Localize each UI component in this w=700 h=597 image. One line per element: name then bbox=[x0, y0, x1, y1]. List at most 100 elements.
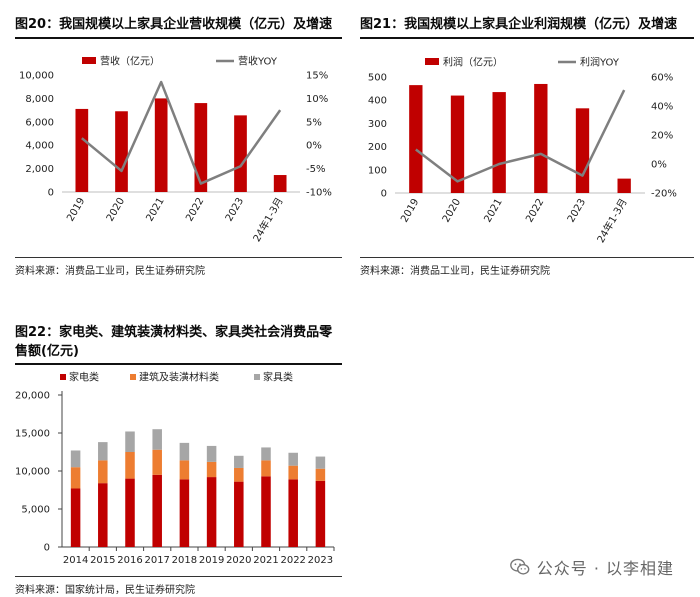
x-tick-label: 2023 bbox=[566, 197, 588, 225]
bar-segment bbox=[261, 447, 271, 461]
y-tick-label: 10,000 bbox=[15, 467, 50, 478]
y-tick-label: 15,000 bbox=[15, 429, 50, 440]
y2-tick-label: 15% bbox=[306, 71, 328, 82]
x-tick-label: 2021 bbox=[483, 197, 505, 225]
x-tick-label: 2018 bbox=[172, 555, 197, 566]
x-tick-label: 24年1-3月 bbox=[250, 195, 286, 244]
x-tick-label: 2016 bbox=[117, 555, 142, 566]
bar-segment bbox=[70, 488, 81, 547]
bar-segment bbox=[179, 442, 190, 461]
legend-label: 家具类 bbox=[263, 371, 293, 384]
y-tick-label: 5,000 bbox=[21, 505, 50, 516]
y-tick-label: 20,000 bbox=[15, 391, 50, 402]
bar bbox=[617, 178, 631, 193]
title-rule bbox=[360, 37, 694, 39]
panel-title: 图22：家电类、建筑装潢材料类、家具类社会消费品零售额(亿元) bbox=[15, 325, 333, 359]
x-tick-label: 2023 bbox=[224, 196, 246, 224]
x-tick-label: 2021 bbox=[253, 555, 278, 566]
revenue-chart: 营收（亿元） 营收YOY 0 2,000 4,000 6,000 8,000 10,000 -1… bbox=[19, 55, 332, 244]
legend-swatch bbox=[254, 374, 260, 380]
y-tick-label: 0 bbox=[381, 189, 387, 200]
bar-segment bbox=[179, 460, 190, 480]
bar bbox=[154, 98, 168, 192]
x-tick-label: 2020 bbox=[226, 555, 251, 566]
source-note: 资料来源：消费品工业司，民生证券研究院 bbox=[15, 266, 205, 277]
bar-segment bbox=[98, 460, 108, 484]
y-tick-label: 0 bbox=[48, 188, 54, 199]
bar-segment bbox=[234, 467, 244, 482]
source-rule bbox=[360, 257, 694, 258]
bar-segment bbox=[234, 481, 244, 547]
y-tick-label: 200 bbox=[368, 142, 387, 153]
legend-label: 营收YOY bbox=[238, 55, 278, 68]
yoy-line bbox=[415, 89, 626, 183]
bar bbox=[492, 92, 506, 193]
y-tick-label: 10,000 bbox=[19, 71, 54, 82]
x-tick-label: 2015 bbox=[90, 555, 115, 566]
source-note: 资料来源：国家统计局，民生证券研究院 bbox=[15, 585, 195, 596]
source-note: 资料来源：消费品工业司，民生证券研究院 bbox=[360, 266, 550, 277]
x-tick-label: 2020 bbox=[105, 196, 127, 224]
bar-segment bbox=[70, 450, 81, 468]
bar-segment bbox=[206, 461, 217, 478]
bar-segment bbox=[125, 431, 135, 452]
y-tick-label: 100 bbox=[368, 165, 387, 176]
panel-title: 图21：我国规模以上家具企业利润规模（亿元）及增速 bbox=[360, 17, 678, 32]
y2-tick-label: 10% bbox=[306, 94, 328, 105]
x-tick-label: 2019 bbox=[199, 555, 224, 566]
x-tick-label: 2020 bbox=[441, 197, 463, 225]
y-tick-label: 300 bbox=[368, 119, 387, 130]
legend-swatch bbox=[82, 57, 96, 64]
x-tick-label: 2019 bbox=[65, 196, 87, 224]
y2-tick-label: -5% bbox=[306, 164, 325, 175]
title-rule bbox=[15, 363, 342, 365]
x-tick-label: 2019 bbox=[399, 197, 421, 225]
legend-label: 建筑及装潢材料类 bbox=[139, 371, 219, 384]
bar bbox=[534, 83, 548, 193]
panel-profit: 图21：我国规模以上家具企业利润规模（亿元）及增速 利润（亿元） 利润YOY 0 10… bbox=[345, 0, 700, 300]
watermark-text: 公众号 · 以李相建 bbox=[536, 559, 674, 578]
x-tick-label: 2022 bbox=[184, 196, 206, 224]
bar bbox=[115, 111, 128, 192]
bar-segment bbox=[98, 442, 108, 461]
bar-segment bbox=[125, 478, 135, 547]
y2-tick-label: 0% bbox=[651, 160, 667, 171]
legend-label: 利润YOY bbox=[580, 56, 620, 69]
yoy-line bbox=[81, 80, 282, 185]
y2-tick-label: 40% bbox=[651, 102, 673, 113]
x-tick-label: 2022 bbox=[280, 555, 305, 566]
bar-segment bbox=[206, 477, 217, 547]
bar-segment bbox=[98, 483, 108, 547]
bar-segment bbox=[288, 452, 298, 466]
bar-segment bbox=[261, 476, 271, 547]
y2-tick-label: 0% bbox=[306, 141, 322, 152]
bar-segment bbox=[152, 449, 162, 475]
x-tick-label: 2017 bbox=[144, 555, 169, 566]
y2-tick-label: -10% bbox=[306, 188, 332, 199]
bar-segment bbox=[315, 468, 326, 481]
watermark: 公众号 · 以李相建 bbox=[509, 555, 674, 579]
bar bbox=[234, 115, 247, 192]
y2-tick-label: -20% bbox=[651, 189, 677, 200]
y-tick-label: 6,000 bbox=[25, 117, 54, 128]
bar-segment bbox=[261, 460, 271, 477]
y-tick-label: 2,000 bbox=[25, 164, 54, 175]
bar bbox=[409, 85, 423, 193]
wechat-icon bbox=[509, 558, 530, 575]
source-rule bbox=[15, 257, 342, 258]
x-tick-label: 2023 bbox=[308, 555, 333, 566]
legend-label: 营收（亿元） bbox=[100, 55, 160, 68]
y-tick-label: 4,000 bbox=[25, 141, 54, 152]
bar-segment bbox=[315, 480, 326, 547]
x-tick-label: 2014 bbox=[63, 555, 88, 566]
bar-segment bbox=[315, 456, 326, 469]
legend-label: 利润（亿元） bbox=[443, 56, 503, 69]
bar-segment bbox=[288, 479, 298, 547]
y-tick-label: 400 bbox=[368, 96, 387, 107]
profit-chart: 利润（亿元） 利润YOY 0 100 200 300 400 500 -20% 0% 20% 40% 6… bbox=[368, 56, 677, 245]
y2-tick-label: 5% bbox=[306, 117, 322, 128]
bar bbox=[75, 108, 89, 192]
bar-segment bbox=[234, 455, 244, 468]
legend-swatch bbox=[425, 58, 439, 65]
legend-label: 家电类 bbox=[69, 371, 99, 384]
